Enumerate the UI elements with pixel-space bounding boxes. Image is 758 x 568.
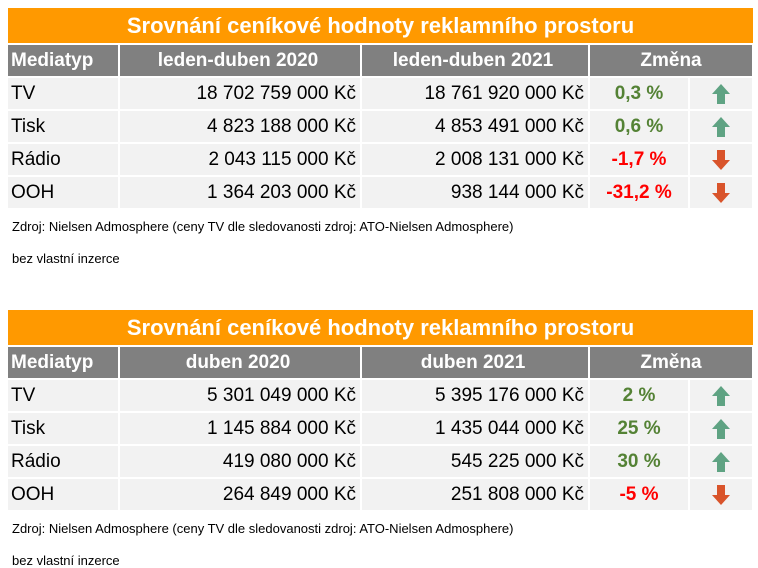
media-type: OOH [8, 177, 118, 208]
value-period-1: 5 301 049 000 Kč [120, 380, 360, 411]
change-percent: 30 % [590, 446, 688, 477]
change-percent: 0,3 % [590, 78, 688, 109]
source-note: Zdroj: Nielsen Admosphere (ceny TV dle s… [12, 521, 514, 536]
value-period-2: 1 435 044 000 Kč [362, 413, 588, 444]
media-type: OOH [8, 479, 118, 510]
trend-cell [690, 144, 752, 175]
media-type: TV [8, 380, 118, 411]
value-period-1: 4 823 188 000 Kč [120, 111, 360, 142]
trend-cell [690, 177, 752, 208]
table-row: OOH 264 849 000 Kč 251 808 000 Kč -5 % [8, 479, 753, 510]
media-type: Tisk [8, 413, 118, 444]
value-period-2: 938 144 000 Kč [362, 177, 588, 208]
value-period-1: 419 080 000 Kč [120, 446, 360, 477]
trend-cell [690, 446, 752, 477]
table-row: Tisk 1 145 884 000 Kč 1 435 044 000 Kč 2… [8, 413, 753, 444]
header-row: Mediatyp leden-duben 2020 leden-duben 20… [8, 45, 753, 76]
change-percent: 2 % [590, 380, 688, 411]
value-period-2: 5 395 176 000 Kč [362, 380, 588, 411]
own-ads-note: bez vlastní inzerce [12, 251, 120, 266]
media-type: TV [8, 78, 118, 109]
media-type: Rádio [8, 446, 118, 477]
table-title: Srovnání ceníkové hodnoty reklamního pro… [8, 8, 753, 43]
comparison-table: Srovnání ceníkové hodnoty reklamního pro… [8, 310, 753, 512]
header-period-1: leden-duben 2020 [120, 45, 360, 76]
change-percent: -31,2 % [590, 177, 688, 208]
change-percent: -5 % [590, 479, 688, 510]
header-mediatyp: Mediatyp [8, 347, 118, 378]
change-percent: -1,7 % [590, 144, 688, 175]
arrow-down-icon [712, 149, 730, 170]
arrow-up-icon [712, 385, 730, 406]
header-period-2: leden-duben 2021 [362, 45, 588, 76]
trend-cell [690, 413, 752, 444]
own-ads-note: bez vlastní inzerce [12, 553, 120, 568]
value-period-2: 18 761 920 000 Kč [362, 78, 588, 109]
value-period-1: 1 364 203 000 Kč [120, 177, 360, 208]
trend-cell [690, 380, 752, 411]
header-period-2: duben 2021 [362, 347, 588, 378]
header-row: Mediatyp duben 2020 duben 2021 Změna [8, 347, 753, 378]
value-period-2: 4 853 491 000 Kč [362, 111, 588, 142]
value-period-2: 545 225 000 Kč [362, 446, 588, 477]
table-row: Tisk 4 823 188 000 Kč 4 853 491 000 Kč 0… [8, 111, 753, 142]
table-row: TV 18 702 759 000 Kč 18 761 920 000 Kč 0… [8, 78, 753, 109]
media-type: Rádio [8, 144, 118, 175]
arrow-up-icon [712, 83, 730, 104]
table-title: Srovnání ceníkové hodnoty reklamního pro… [8, 310, 753, 345]
header-change: Změna [590, 45, 752, 76]
arrow-up-icon [712, 451, 730, 472]
value-period-2: 251 808 000 Kč [362, 479, 588, 510]
arrow-down-icon [712, 484, 730, 505]
value-period-1: 2 043 115 000 Kč [120, 144, 360, 175]
arrow-up-icon [712, 116, 730, 137]
source-note: Zdroj: Nielsen Admosphere (ceny TV dle s… [12, 219, 514, 234]
trend-cell [690, 479, 752, 510]
trend-cell [690, 78, 752, 109]
header-period-1: duben 2020 [120, 347, 360, 378]
value-period-1: 264 849 000 Kč [120, 479, 360, 510]
table-row: Rádio 2 043 115 000 Kč 2 008 131 000 Kč … [8, 144, 753, 175]
value-period-1: 1 145 884 000 Kč [120, 413, 360, 444]
value-period-1: 18 702 759 000 Kč [120, 78, 360, 109]
arrow-down-icon [712, 182, 730, 203]
change-percent: 0,6 % [590, 111, 688, 142]
change-percent: 25 % [590, 413, 688, 444]
table-row: TV 5 301 049 000 Kč 5 395 176 000 Kč 2 % [8, 380, 753, 411]
header-mediatyp: Mediatyp [8, 45, 118, 76]
media-type: Tisk [8, 111, 118, 142]
arrow-up-icon [712, 418, 730, 439]
table-row: Rádio 419 080 000 Kč 545 225 000 Kč 30 % [8, 446, 753, 477]
value-period-2: 2 008 131 000 Kč [362, 144, 588, 175]
comparison-table: Srovnání ceníkové hodnoty reklamního pro… [8, 8, 753, 210]
table-row: OOH 1 364 203 000 Kč 938 144 000 Kč -31,… [8, 177, 753, 208]
trend-cell [690, 111, 752, 142]
header-change: Změna [590, 347, 752, 378]
